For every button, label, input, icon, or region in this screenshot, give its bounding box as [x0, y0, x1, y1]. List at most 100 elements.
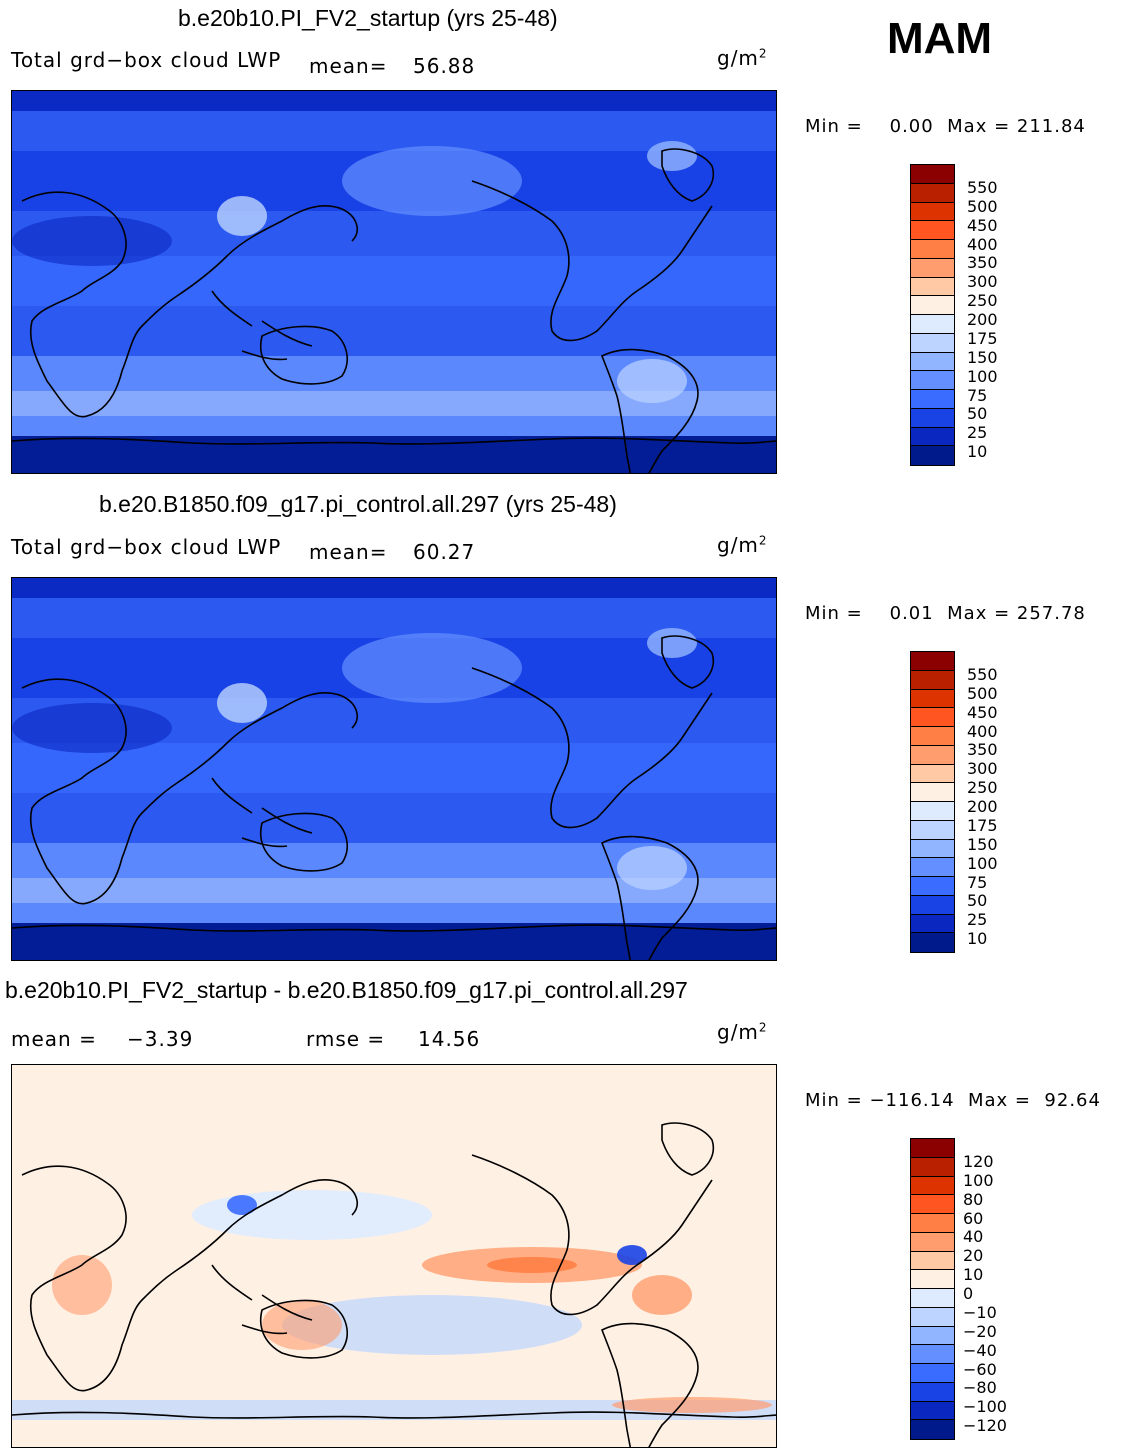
colorbar-tick-label: 0: [963, 1284, 974, 1303]
panel-2-minmax: Min = 0.01 Max = 257.78: [805, 603, 1086, 624]
panel-2-mean-value: 60.27: [413, 540, 476, 564]
colorbar-tick-label: 25: [967, 910, 988, 930]
colorbar-swatch: [911, 1326, 954, 1346]
colorbar-tick-label: −80: [963, 1378, 997, 1398]
panel-1-mean-value: 56.88: [413, 54, 476, 78]
colorbar-swatch: [911, 708, 954, 727]
season-label: MAM: [887, 14, 993, 63]
colorbar-swatch: [911, 1270, 954, 1289]
colorbar-swatch: [911, 1139, 954, 1158]
colorbar-tick-label: 150: [967, 834, 998, 854]
colorbar-tick-label: 550: [967, 177, 998, 197]
colorbar-swatch: [911, 221, 954, 240]
colorbar-tick-label: −20: [963, 1321, 997, 1341]
coastline: [211, 777, 313, 848]
coastline: [600, 835, 699, 960]
colorbar-swatch: [911, 427, 954, 447]
coastline: [21, 191, 358, 418]
colorbar-tick-label: 75: [967, 872, 988, 892]
colorbar-tick-label: 10: [967, 442, 988, 462]
panel-3-map: [11, 1064, 777, 1448]
colorbar-swatch: [911, 183, 954, 203]
colorbar-swatch: [911, 408, 954, 428]
colorbar-swatch: [911, 670, 954, 690]
panel-2-variable-label: Total grd−box cloud LWP: [11, 535, 282, 559]
colorbar-swatch: [911, 877, 954, 896]
colorbar-swatch: [911, 371, 954, 390]
colorbar-swatch: [911, 1382, 954, 1402]
panel-2-units: g/m2: [717, 533, 768, 557]
panel-1-minmax: Min = 0.00 Max = 211.84: [805, 116, 1086, 137]
colorbar-swatch: [911, 1157, 954, 1177]
colorbar-tick-label: 100: [967, 853, 998, 873]
coastline: [260, 1299, 348, 1359]
map-plot: [12, 1065, 776, 1447]
colorbar-tick-label: −10: [963, 1302, 997, 1322]
colorbar-swatch: [911, 1232, 954, 1252]
colorbar-tick-label: 100: [963, 1170, 994, 1190]
panel-1-title: b.e20b10.PI_FV2_startup (yrs 25-48): [178, 5, 558, 31]
colorbar-tick-label: −100: [963, 1397, 1007, 1417]
colorbar-swatch: [911, 858, 954, 877]
panel-3-title: b.e20b10.PI_FV2_startup - b.e20.B1850.f0…: [5, 977, 688, 1003]
panel-1-variable-label: Total grd−box cloud LWP: [11, 48, 282, 72]
colorbar-tick-label: 200: [967, 310, 998, 329]
colorbar-tick-label: 300: [967, 272, 998, 292]
coastline: [260, 325, 348, 385]
coastline: [661, 635, 714, 689]
colorbar-tick-label: −60: [963, 1359, 997, 1379]
colorbar-swatch: [911, 745, 954, 765]
panel-1-units: g/m2: [717, 46, 768, 70]
colorbar-tick-label: 350: [967, 740, 998, 760]
coastline: [661, 148, 714, 202]
colorbar-swatch: [911, 165, 954, 184]
panel-3-mean-label: mean =: [11, 1027, 97, 1051]
colorbar-swatch: [911, 390, 954, 409]
colorbar-swatch: [911, 1307, 954, 1327]
colorbar-tick-label: 40: [963, 1227, 984, 1247]
colorbar-tick-label: 175: [967, 328, 998, 348]
colorbar-swatch: [911, 258, 954, 278]
coastline: [12, 924, 776, 932]
panel-3-units: g/m2: [717, 1020, 768, 1044]
colorbar-swatch: [911, 1214, 954, 1233]
colorbar-swatch: [911, 895, 954, 915]
colorbar-swatch: [911, 277, 954, 297]
colorbar-tick-label: 150: [967, 347, 998, 367]
colorbar-swatch: [911, 446, 954, 465]
colorbar-swatch: [911, 689, 954, 709]
coastline: [471, 180, 713, 342]
colorbar-swatch: [911, 802, 954, 821]
colorbar-swatch: [911, 652, 954, 671]
colorbar-swatch: [911, 315, 954, 334]
colorbar-swatch: [911, 296, 954, 315]
coastline: [21, 1165, 358, 1392]
coastline: [600, 1322, 699, 1447]
colorbar-swatch: [911, 1401, 954, 1421]
coastline: [471, 667, 713, 829]
colorbar-swatch: [911, 820, 954, 840]
colorbar-tick-label: 450: [967, 702, 998, 722]
colorbar-swatch: [911, 333, 954, 353]
colorbar-tick-label: 80: [963, 1189, 984, 1209]
panel-2-colorbar: [910, 651, 955, 953]
colorbar-tick-label: 100: [967, 366, 998, 386]
panel-1-mean-label: mean=: [309, 54, 388, 78]
colorbar-swatch: [911, 240, 954, 259]
colorbar-tick-label: 400: [967, 721, 998, 741]
colorbar-swatch: [911, 839, 954, 859]
panel-3-rmse-label: rmse =: [306, 1027, 386, 1051]
coastline: [211, 290, 313, 361]
coastline: [661, 1122, 714, 1176]
panel-3-colorbar: [910, 1138, 955, 1440]
colorbar-tick-label: 450: [967, 215, 998, 235]
colorbar-tick-label: 50: [967, 404, 988, 424]
colorbar-tick-label: 75: [967, 385, 988, 405]
colorbar-swatch: [911, 764, 954, 784]
coastline: [600, 348, 699, 473]
colorbar-tick-label: 60: [963, 1208, 984, 1228]
colorbar-swatch: [911, 727, 954, 746]
colorbar-swatch: [911, 1345, 954, 1364]
colorbar-tick-label: 500: [967, 683, 998, 703]
panel-3-minmax: Min = −116.14 Max = 92.64: [805, 1090, 1101, 1111]
